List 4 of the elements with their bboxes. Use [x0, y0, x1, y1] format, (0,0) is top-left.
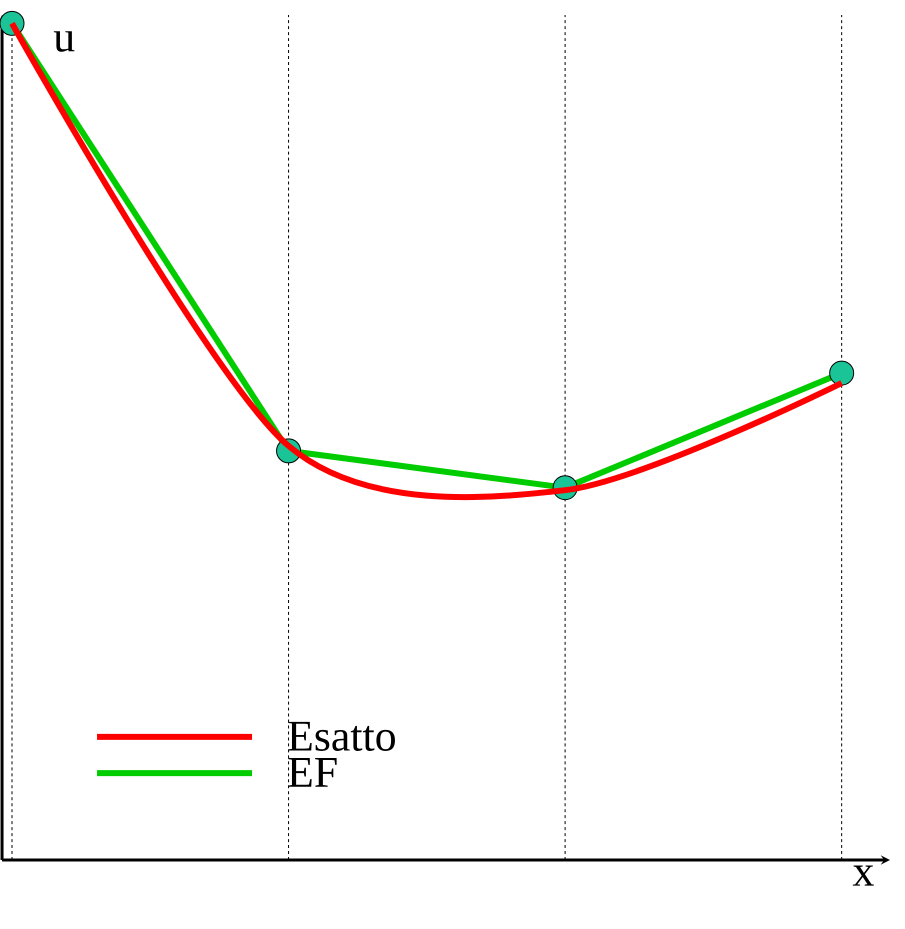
- x-axis-title: x: [852, 866, 874, 886]
- legend-label: Esatto: [288, 722, 395, 751]
- legend-label: EF: [288, 758, 337, 787]
- y-axis-title: u: [54, 31, 74, 52]
